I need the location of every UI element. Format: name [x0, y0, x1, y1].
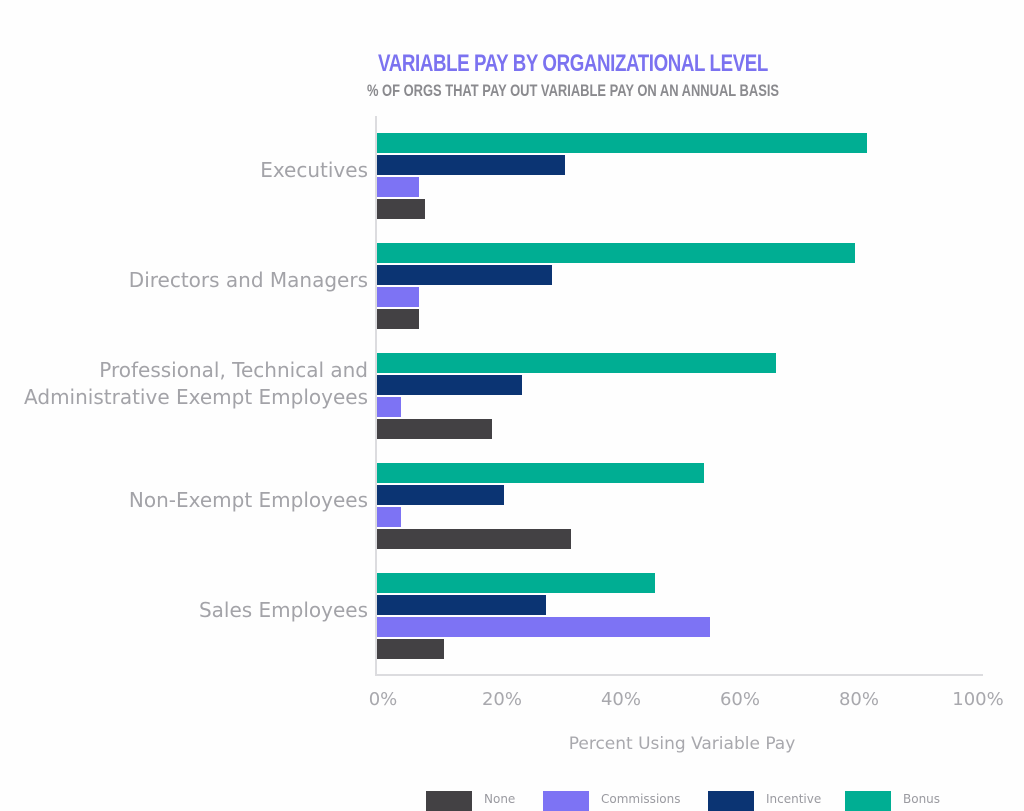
bar-none: 8	[377, 199, 426, 219]
category-label: Executives	[260, 157, 368, 184]
category-label: Sales Employees	[199, 597, 368, 624]
chart-title: VARIABLE PAY BY ORGANIZATIONAL LEVEL	[378, 50, 768, 77]
bar-bonus: 79	[377, 243, 855, 263]
category-label: Directors and Managers	[129, 267, 368, 294]
plot-area: 8131787929776624419542143246285511	[377, 116, 983, 675]
x-axis-line	[375, 674, 983, 676]
bar-commissions: 7	[377, 177, 420, 197]
legend-swatch	[708, 791, 754, 811]
bar-incentive: 21	[377, 485, 505, 505]
legend-label: None	[484, 792, 516, 806]
x-tick-label: 100%	[952, 689, 1004, 710]
bar-bonus: 54	[377, 463, 704, 483]
bar-commissions: 7	[377, 287, 420, 307]
bar-bonus: 66	[377, 353, 777, 373]
x-tick-label: 20%	[481, 689, 522, 710]
x-tick-label: 80%	[838, 689, 879, 710]
category-label-line: Professional, Technical and	[99, 358, 368, 382]
legend: None Commissions Incentive Bonus	[0, 789, 1024, 811]
legend-label: Bonus	[903, 792, 941, 806]
x-tick-label: 60%	[719, 689, 760, 710]
y-axis-line	[375, 116, 377, 676]
x-axis-label: Percent Using Variable Pay	[568, 734, 796, 754]
bar-none: 19	[377, 419, 492, 439]
bar-incentive: 28	[377, 595, 547, 615]
category-label: Professional, Technical and Administrativ…	[24, 357, 368, 411]
bar-none: 11	[377, 639, 444, 659]
category-label: Non-Exempt Employees	[129, 487, 368, 514]
legend-swatch	[426, 791, 472, 811]
bar-bonus: 46	[377, 573, 656, 593]
bar-commissions: 55	[377, 617, 710, 637]
x-tick-label: 40%	[600, 689, 641, 710]
legend-label: Incentive	[766, 792, 822, 806]
bar-incentive: 29	[377, 265, 553, 285]
bar-none: 7	[377, 309, 420, 329]
bar-commissions: 4	[377, 507, 402, 527]
category-label-line: Administrative Exempt Employees	[24, 385, 368, 409]
bar-bonus: 81	[377, 133, 868, 153]
chart-subtitle: % OF ORGS THAT PAY OUT VARIABLE PAY ON A…	[366, 81, 780, 100]
category-label-line: Non-Exempt Employees	[128, 487, 368, 512]
category-label-line: Sales Employees	[198, 597, 368, 622]
bar-incentive: 24	[377, 375, 523, 395]
legend-swatch	[845, 791, 891, 811]
bar-none: 32	[377, 529, 571, 549]
bar-incentive: 31	[377, 155, 565, 175]
x-tick-label: 0%	[368, 689, 398, 710]
legend-swatch	[543, 791, 589, 811]
bar-commissions: 4	[377, 397, 402, 417]
legend-label: Commissions	[601, 792, 681, 806]
category-label-line: Executives	[260, 157, 368, 182]
category-label-line: Directors and Managers	[128, 267, 368, 292]
